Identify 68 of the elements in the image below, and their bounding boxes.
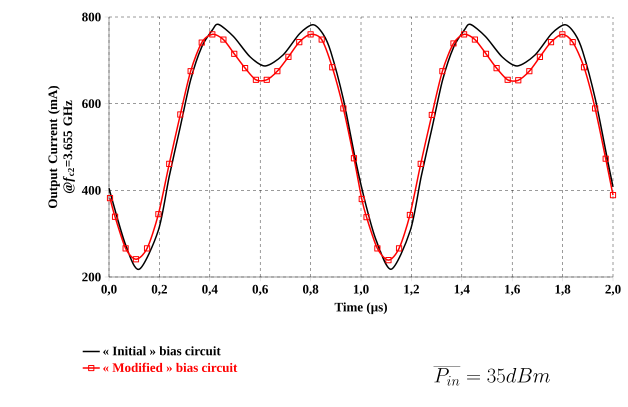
x-tick-label: 1,2 xyxy=(404,284,419,296)
point xyxy=(285,54,292,60)
point xyxy=(482,50,490,57)
point xyxy=(460,31,468,38)
x-tick-label: 0,6 xyxy=(252,284,268,296)
point xyxy=(358,196,365,202)
point xyxy=(122,245,129,252)
y-tick-label: 400 xyxy=(82,186,101,195)
point xyxy=(610,192,616,198)
legend-label: « Initial » bias circuit xyxy=(103,346,221,356)
x-tick-label: 0,0 xyxy=(101,284,117,296)
point xyxy=(350,155,358,162)
point xyxy=(472,36,478,43)
x-tick-label: 1,8 xyxy=(556,284,570,296)
point xyxy=(252,76,260,83)
point xyxy=(231,50,238,57)
point xyxy=(450,40,457,47)
point xyxy=(580,64,588,70)
x-tick-label: 0,4 xyxy=(202,284,218,296)
point xyxy=(363,214,370,220)
y-tick-label: 800 xyxy=(82,12,101,22)
x-tick-label: 1,4 xyxy=(454,284,470,296)
x-tick-label: 1,6 xyxy=(505,284,520,296)
point xyxy=(374,245,380,252)
point xyxy=(406,212,413,218)
point xyxy=(526,68,532,74)
x-tick-label: 1,0 xyxy=(354,284,369,296)
point xyxy=(428,112,435,118)
y-tick-label: 600 xyxy=(82,99,101,108)
point xyxy=(198,39,205,46)
legend-label: « Modified » bias circuit xyxy=(103,362,238,372)
point xyxy=(493,65,500,72)
point xyxy=(188,68,194,74)
y-tick-label: 200 xyxy=(82,272,101,282)
point xyxy=(132,256,140,262)
point xyxy=(504,76,511,83)
point xyxy=(536,54,544,60)
point xyxy=(385,257,392,264)
point xyxy=(439,68,446,74)
x-tick-label: 2,0 xyxy=(605,284,621,296)
point xyxy=(329,64,336,70)
point xyxy=(548,39,554,46)
point xyxy=(340,105,346,112)
point xyxy=(296,39,302,46)
point xyxy=(318,36,325,43)
point xyxy=(559,31,566,38)
point xyxy=(112,214,118,220)
point xyxy=(106,195,114,202)
x-tick-label: 0,8 xyxy=(302,284,318,296)
point xyxy=(418,160,424,167)
point xyxy=(570,39,576,46)
point xyxy=(274,68,280,74)
point xyxy=(155,211,162,218)
point xyxy=(220,36,227,43)
point xyxy=(515,77,522,84)
x-axis-title: Time (µs) xyxy=(334,302,387,314)
point xyxy=(592,105,598,112)
point xyxy=(177,111,184,118)
point xyxy=(602,156,609,162)
point xyxy=(396,245,402,252)
point xyxy=(308,31,314,38)
point xyxy=(242,65,248,72)
point xyxy=(166,160,172,167)
text: $\overline{P_{in}} = 35dBm$ xyxy=(434,366,550,386)
x-tick-label: 0,2 xyxy=(152,284,167,296)
point xyxy=(144,245,150,252)
point xyxy=(264,76,270,83)
point xyxy=(209,31,216,38)
